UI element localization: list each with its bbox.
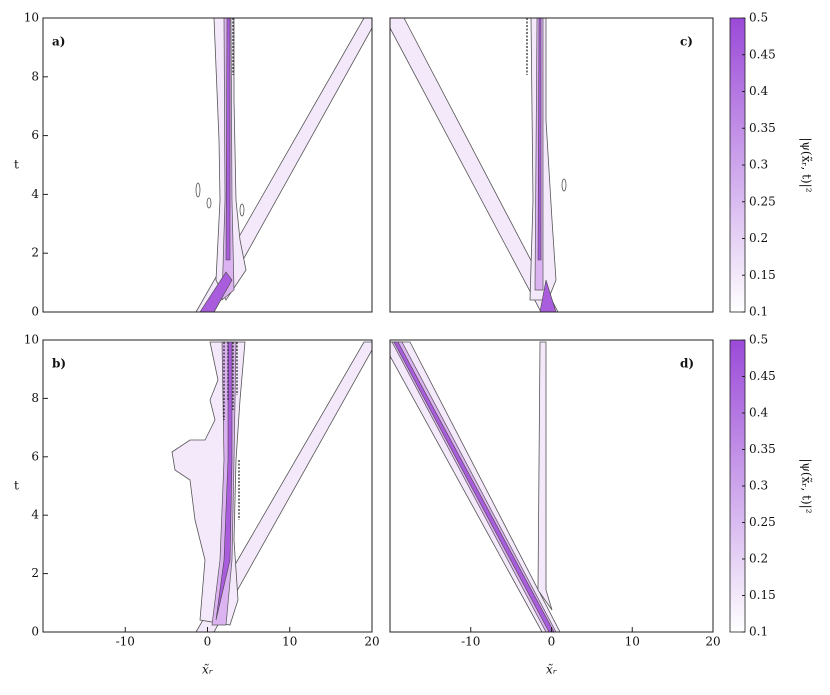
panel-label: c)	[680, 35, 693, 49]
x-tick-label: -10	[461, 635, 480, 649]
colorbar-label: |ψ(x̃ᵣ, t)|²	[800, 137, 814, 192]
x-tick-label: 10	[282, 635, 297, 649]
y-tick-label: 6	[31, 449, 39, 463]
x-tick-label: 0	[548, 635, 556, 649]
y-tick-label: 8	[31, 69, 39, 83]
x-axis-label: x̃ᵣ	[546, 663, 557, 677]
colorbar-tick-label: 0.45	[749, 47, 776, 61]
x-tick-label: 10	[625, 635, 640, 649]
colorbar-tick-label: 0.15	[749, 268, 776, 282]
contour-shapes-c	[389, 17, 567, 313]
colorbar-tick-label: 0.25	[749, 515, 776, 529]
y-tick-label: 6	[31, 128, 39, 142]
plot-frame	[42, 17, 373, 313]
colorbar-tick-label: 0.35	[749, 121, 776, 135]
contour-shapes-a	[195, 17, 373, 313]
x-tick-label: 20	[364, 635, 379, 649]
colorbar-tick-label: 0.5	[749, 333, 768, 347]
y-axis-label: t	[14, 158, 19, 172]
panel-label: b)	[52, 357, 66, 371]
colorbar-tick-label: 0.15	[749, 588, 776, 602]
y-tick-label: 2	[31, 246, 39, 260]
contour-shapes-b	[171, 341, 373, 633]
colorbar-tick-label: 0.1	[749, 625, 768, 639]
y-tick-label: 4	[31, 187, 39, 201]
x-tick-label: 20	[705, 635, 720, 649]
colorbar-tick-label: 0.4	[749, 406, 768, 420]
contour-shapes-d	[389, 341, 561, 633]
colorbar-tick-label: 0.2	[749, 552, 768, 566]
y-tick-label: 2	[31, 566, 39, 580]
plot-frame	[389, 17, 714, 313]
y-axis-label: t	[14, 479, 19, 493]
colorbar-label: |ψ(x̃ᵣ, t)|²	[800, 458, 814, 513]
colorbar-tick-label: 0.5	[749, 11, 768, 25]
colorbar-tick-label: 0.2	[749, 231, 768, 245]
panel-label: d)	[680, 357, 694, 371]
x-tick-label: -10	[116, 635, 135, 649]
y-tick-label: 4	[31, 508, 39, 522]
colorbar-tick-label: 0.1	[749, 305, 768, 319]
y-tick-label: 0	[31, 305, 39, 319]
y-tick-label: 10	[24, 333, 39, 347]
x-axis-label: x̃ᵣ	[202, 663, 213, 677]
x-tick-label: 0	[204, 635, 212, 649]
y-tick-label: 8	[31, 391, 39, 405]
colorbar-tick-label: 0.35	[749, 442, 776, 456]
colorbar-tick-label: 0.4	[749, 84, 768, 98]
panel-label: a)	[52, 35, 65, 49]
y-tick-label: 10	[24, 11, 39, 25]
colorbar-tick-label: 0.25	[749, 194, 776, 208]
plot-frame	[389, 339, 714, 633]
y-tick-label: 0	[31, 625, 39, 639]
colorbar-tick-label: 0.45	[749, 369, 776, 383]
colorbar-tick-label: 0.3	[749, 158, 768, 172]
colorbar-tick-label: 0.3	[749, 479, 768, 493]
